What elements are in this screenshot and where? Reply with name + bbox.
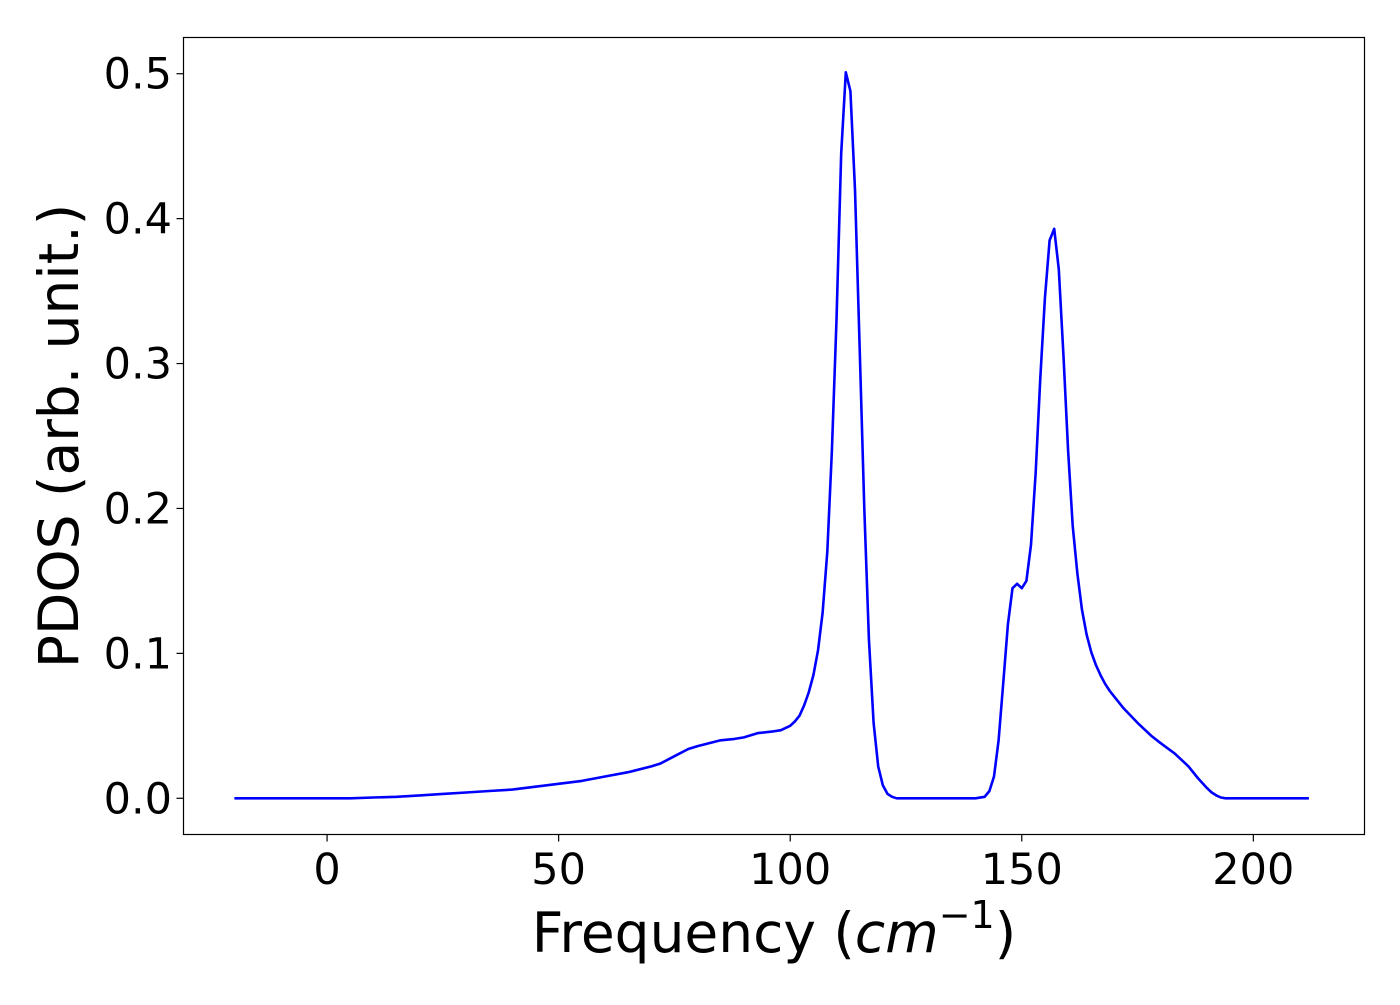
plot-frame — [182, 36, 1366, 836]
x-tick-label: 50 — [531, 845, 586, 895]
series-line-0 — [234, 71, 1309, 800]
y-tick-label: 0.0 — [104, 774, 172, 824]
x-tick-label: 0 — [313, 845, 340, 895]
x-axis-label: Frequency (cm−1) — [532, 893, 1016, 965]
y-tick-label: 0.2 — [104, 484, 172, 534]
x-tick-label: 150 — [981, 845, 1063, 895]
x-axis-label-text: Frequency — [532, 901, 816, 965]
y-tick-label: 0.5 — [104, 50, 172, 100]
x-axis-label-exponent: −1 — [939, 893, 995, 937]
plot-area — [234, 71, 1309, 800]
y-axis: 0.0 0.1 0.2 0.3 0.4 0.5 — [104, 50, 184, 824]
y-tick-label: 0.4 — [104, 195, 172, 245]
y-axis-label: PDOS (arb. unit.) — [27, 204, 91, 668]
y-tick-label: 0.1 — [104, 629, 172, 679]
x-tick-label: 200 — [1212, 845, 1294, 895]
x-axis: 0 50 100 150 200 — [313, 834, 1294, 895]
y-tick-label: 0.3 — [104, 340, 172, 390]
x-axis-label-unit: cm — [855, 901, 939, 965]
x-tick-label: 100 — [749, 845, 831, 895]
